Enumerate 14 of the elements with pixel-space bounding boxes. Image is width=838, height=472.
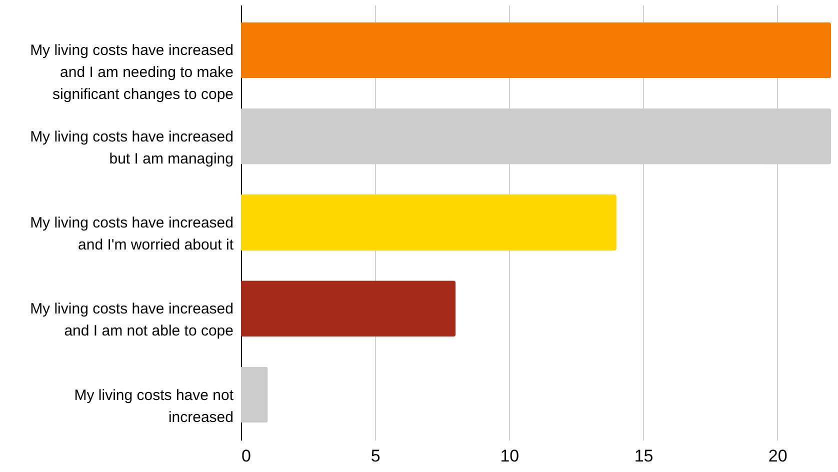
x-tick-label: 15 — [634, 446, 654, 466]
x-tick-label: 10 — [500, 446, 520, 466]
bar — [241, 280, 456, 337]
x-tick-label: 0 — [242, 446, 251, 466]
y-tick-label: My living costs have increased but I am managing — [30, 128, 234, 168]
y-tick-label: My living costs have increased and I am needing to make significant changes to cope — [30, 42, 234, 104]
x-tick-label: 5 — [370, 446, 380, 466]
y-tick-label: My living costs have not increased — [74, 386, 234, 426]
x-tick-label: 20 — [768, 446, 788, 466]
bar — [241, 194, 616, 250]
y-tick-label: My living costs have increased and I am not able to cope — [30, 300, 234, 340]
bar — [241, 366, 268, 423]
bar — [241, 22, 831, 78]
y-tick-label: My living costs have increased and I'm worried about it — [30, 214, 234, 254]
